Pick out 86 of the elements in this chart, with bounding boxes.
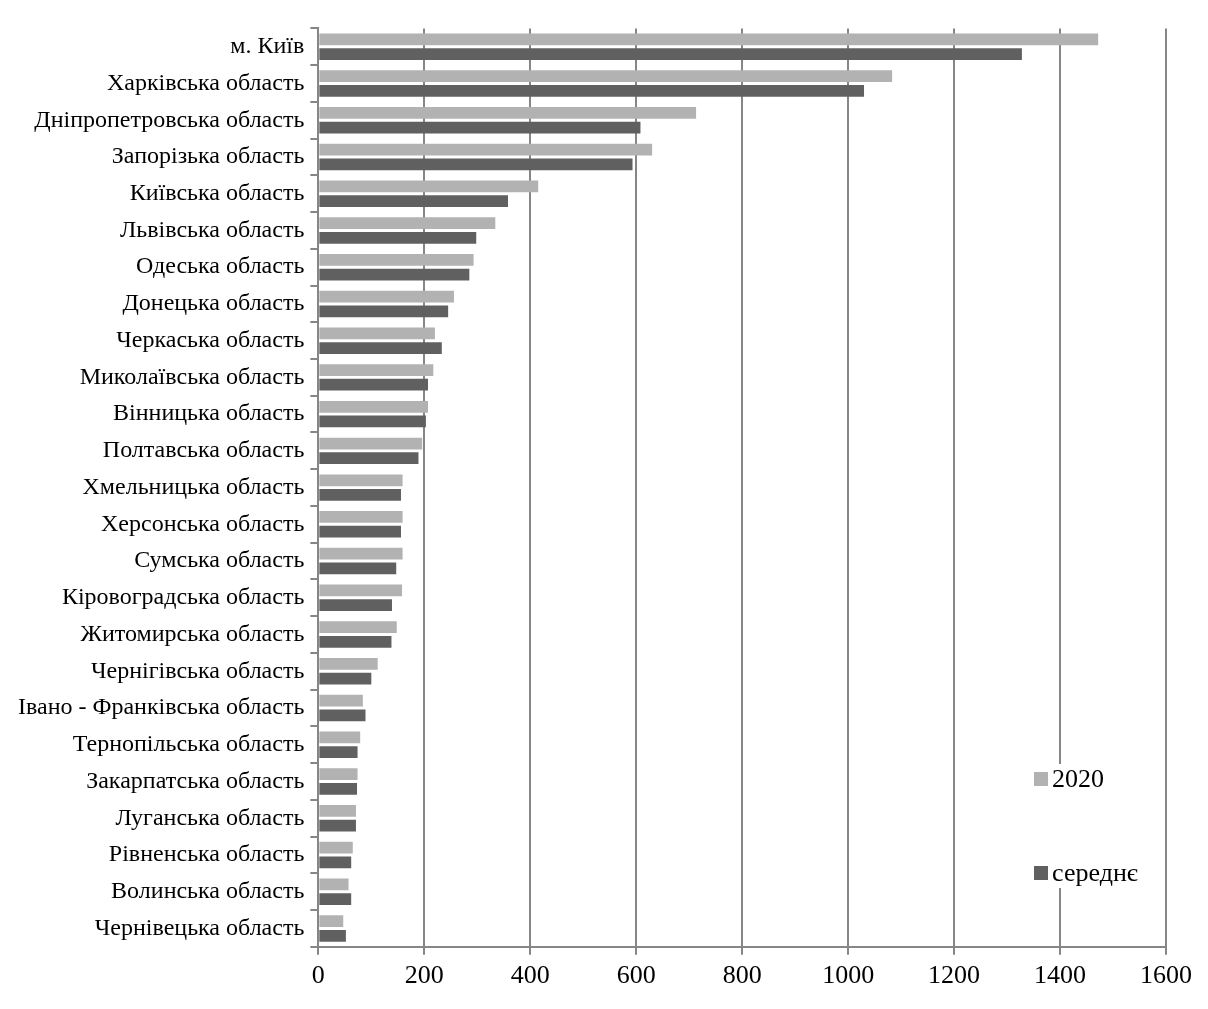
bar: [319, 327, 435, 340]
x-tick-label: 1400: [1034, 960, 1087, 990]
bar: [319, 195, 509, 207]
bar: [319, 253, 474, 266]
y-tick-label: м. Київ: [230, 32, 305, 59]
y-tick-label: Сумська область: [134, 546, 305, 573]
bar: [319, 525, 401, 538]
y-tick-label: Харківська область: [106, 68, 305, 95]
bar: [319, 805, 356, 817]
y-tick-label: Кіровоградська область: [61, 583, 305, 610]
bar: [319, 658, 378, 670]
y-tick-label: Київська область: [129, 179, 305, 206]
y-tick-label: Львівська область: [120, 215, 305, 242]
bar: [319, 599, 392, 612]
bar: [319, 305, 449, 318]
bar: [319, 709, 366, 722]
y-tick-label: Черкаська область: [116, 325, 305, 352]
bar: [319, 143, 653, 156]
y-tick-label: Чернігівська область: [91, 656, 305, 683]
bar: [319, 33, 1099, 46]
bar: [319, 768, 358, 781]
bar: [319, 929, 346, 942]
y-tick-label: Хмельницька область: [82, 472, 305, 499]
y-tick-label: Вінницька область: [113, 399, 305, 426]
y-tick-label: Дніпропетровська область: [34, 105, 305, 132]
x-tick-label: 0: [311, 960, 325, 990]
bar: [319, 400, 429, 413]
y-tick-label: Закарпатська область: [86, 766, 305, 793]
bar: [319, 415, 426, 428]
bar: [319, 746, 358, 758]
bar: [319, 672, 372, 685]
bar: [319, 841, 353, 854]
x-tick-label: 1200: [928, 960, 981, 990]
bar: [319, 621, 397, 634]
bar: [319, 290, 454, 303]
bar: [319, 584, 403, 597]
x-tick-label: 400: [510, 960, 550, 990]
x-tick-label: 1000: [822, 960, 875, 990]
bar: [319, 782, 358, 795]
y-tick-label: Житомирська область: [80, 619, 305, 646]
bar: [319, 217, 496, 229]
bar: [319, 893, 352, 905]
bar: [319, 231, 477, 244]
bar: [319, 547, 403, 560]
bar: [319, 474, 403, 487]
x-tick-label: 1600: [1140, 960, 1192, 990]
bar: [319, 107, 697, 119]
bar: [319, 511, 403, 523]
bar: [319, 70, 893, 83]
x-tick-label: 600: [616, 960, 656, 990]
bar: [319, 878, 349, 891]
y-tick-label: Чернівецька область: [94, 913, 305, 940]
bar: [319, 48, 1022, 60]
y-tick-label: Рівненська область: [108, 840, 305, 867]
bar: [319, 121, 641, 134]
bar: [319, 437, 423, 450]
y-tick-label: Луганська область: [115, 803, 305, 830]
bar: [319, 731, 361, 744]
bar: [319, 562, 397, 575]
y-tick-label: Херсонська область: [100, 509, 305, 536]
y-tick-label: Волинська область: [111, 876, 305, 903]
bar: [319, 452, 419, 465]
y-tick-label: Тернопільська область: [72, 730, 305, 757]
bar: [319, 180, 539, 193]
x-tick-label: 200: [404, 960, 444, 990]
bar: [319, 268, 470, 281]
bar: [319, 158, 633, 171]
bar: [319, 364, 434, 376]
bar: [319, 84, 865, 97]
bar: [319, 489, 401, 501]
x-tick-label: 800: [722, 960, 762, 990]
y-tick-label: Запорізька область: [111, 142, 305, 169]
bar: [319, 856, 352, 869]
bar: [319, 378, 429, 391]
bar: [319, 915, 344, 927]
y-tick-label: Одеська область: [135, 252, 305, 279]
y-tick-label: Івано - Франківська область: [17, 693, 305, 720]
y-tick-label: Донецька область: [122, 289, 305, 316]
y-tick-label: Миколаївська область: [79, 362, 305, 389]
bar: [319, 819, 356, 832]
legend-label: 2020: [1052, 764, 1105, 794]
y-tick-label: Полтавська область: [102, 436, 305, 463]
bar: [319, 342, 442, 354]
legend-label: середнє: [1052, 858, 1138, 888]
bar: [319, 694, 363, 707]
bar: [319, 636, 392, 648]
